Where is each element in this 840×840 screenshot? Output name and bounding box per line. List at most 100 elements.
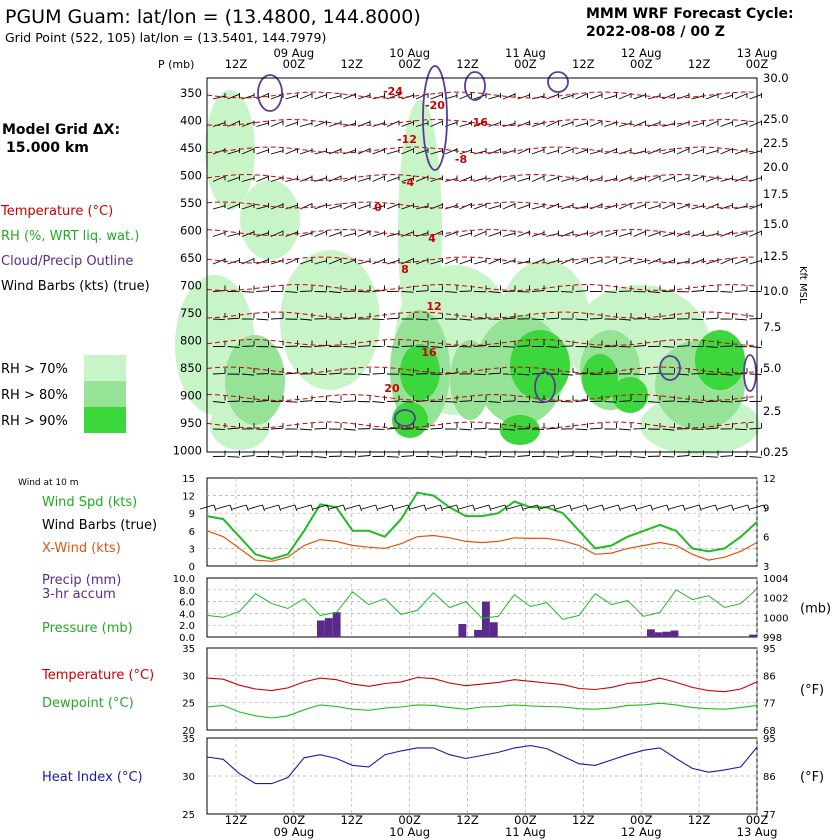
wind-barb xyxy=(604,258,617,265)
wind-barb xyxy=(691,318,704,321)
height-tick-label: 10.0 xyxy=(763,284,789,298)
wind-barb xyxy=(328,95,342,100)
wind-barb xyxy=(227,93,240,100)
temperature-label: Temperature (°C) xyxy=(41,668,154,683)
wind-barb xyxy=(270,150,284,155)
wind-barb xyxy=(720,204,733,210)
wind-barb xyxy=(343,232,356,237)
wind-barb xyxy=(604,95,617,100)
wind-barb xyxy=(328,122,342,127)
wind-barb xyxy=(720,177,733,182)
wind-barb xyxy=(502,400,516,402)
wind-speed-line xyxy=(206,491,758,561)
surface-wind-barb xyxy=(264,504,279,510)
isotherm-label: 16 xyxy=(421,346,437,359)
wind-barb xyxy=(459,176,472,182)
precip-bar xyxy=(474,629,482,637)
wind-barb xyxy=(749,94,762,100)
wind-barb xyxy=(430,94,443,100)
precip-pressure-panel: 10.08.06.04.02.00.0 1004 1002 1000 998 (mb) xyxy=(173,574,831,644)
isotherm-label: -16 xyxy=(468,116,488,129)
right-axis-label: (°F) xyxy=(800,683,824,698)
wind-barb xyxy=(720,455,733,457)
wind-barb xyxy=(546,150,559,155)
wind-barb xyxy=(575,259,588,265)
time-tick-label-bottom: 12Z xyxy=(456,813,479,827)
date-label-bottom: 11 Aug xyxy=(505,825,546,839)
surface-wind-barb xyxy=(199,504,215,510)
legend-temperature: Temperature (°C) xyxy=(0,204,113,219)
surface-wind-barb-flag xyxy=(650,504,654,512)
y-tick-label: 30 xyxy=(182,671,195,682)
wind-barb xyxy=(546,456,559,458)
wind-barb xyxy=(749,317,762,320)
wind-barb xyxy=(401,204,414,210)
wind-barb xyxy=(662,428,675,431)
surface-wind-barb xyxy=(280,504,296,510)
wind-barb xyxy=(691,175,704,182)
rh-shading-area xyxy=(695,330,745,390)
pressure-tick-label: 600 xyxy=(180,224,202,238)
wind-barb xyxy=(662,232,675,237)
date-label-bottom: 13 Aug xyxy=(737,825,778,839)
wind-barb xyxy=(473,260,487,265)
wind-barb xyxy=(705,456,719,458)
wind-barb xyxy=(430,346,443,349)
wind-barb xyxy=(662,203,675,210)
date-label-bottom: 09 Aug xyxy=(273,825,314,839)
precip-bar xyxy=(749,634,757,637)
wind-barb xyxy=(720,373,733,376)
wind-barb xyxy=(444,258,458,265)
wind-barb xyxy=(502,428,516,431)
wind-barb xyxy=(212,258,226,265)
height-tick-label: 20.0 xyxy=(763,160,789,174)
wind-barb xyxy=(502,176,516,182)
wind-barb xyxy=(241,121,255,127)
wind-barb xyxy=(285,455,298,457)
isotherm-line xyxy=(206,311,758,319)
wind-barb xyxy=(589,120,603,127)
wind-barb xyxy=(734,400,748,402)
wind-barb xyxy=(502,232,516,237)
wind-barb xyxy=(662,317,675,320)
wind-barb xyxy=(270,456,284,458)
wind-barb xyxy=(285,95,298,100)
legend-cloud: Cloud/Precip Outline xyxy=(1,254,133,269)
wind-barb xyxy=(285,204,298,210)
y-tick-label: 35 xyxy=(182,734,195,745)
wind-barb xyxy=(517,455,530,457)
date-label-bottom: 10 Aug xyxy=(389,825,430,839)
wind-barb xyxy=(299,149,313,155)
time-tick-label-bottom: 12Z xyxy=(225,813,248,827)
wind-barb xyxy=(705,120,719,127)
wind-barb xyxy=(749,150,762,155)
surface-wind-barb xyxy=(636,504,651,510)
wind-barb xyxy=(720,94,733,100)
wind-barb xyxy=(734,176,748,182)
surface-wind-barb xyxy=(232,504,247,510)
wind-barb xyxy=(473,94,487,100)
wind-barb xyxy=(502,317,516,320)
y-tick-label: 8.0 xyxy=(179,586,195,597)
wind-barb xyxy=(299,176,313,182)
wind-barb xyxy=(488,205,501,210)
wind-barb xyxy=(372,401,385,404)
wind-barb xyxy=(604,401,617,403)
surface-wind-barb-flag xyxy=(488,504,492,512)
wind-barb xyxy=(662,346,675,348)
wind-barb xyxy=(749,230,762,237)
time-tick-label-bottom: 00Z xyxy=(746,813,769,827)
wind-barb xyxy=(328,205,342,210)
time-tick-label-top: 12Z xyxy=(688,57,711,71)
surface-wind-barb xyxy=(426,504,441,510)
wind-barb xyxy=(227,346,240,348)
wind-barb xyxy=(633,121,646,127)
wind-barb xyxy=(357,373,371,376)
wind-barb xyxy=(531,318,545,321)
wind-barbs-label: Wind Barbs (true) xyxy=(42,518,157,533)
rh80-swatch xyxy=(84,381,126,407)
isotherm-line xyxy=(206,228,758,237)
precip-bar xyxy=(458,624,467,637)
wind-barb xyxy=(241,291,255,293)
wind-barb xyxy=(604,291,617,293)
